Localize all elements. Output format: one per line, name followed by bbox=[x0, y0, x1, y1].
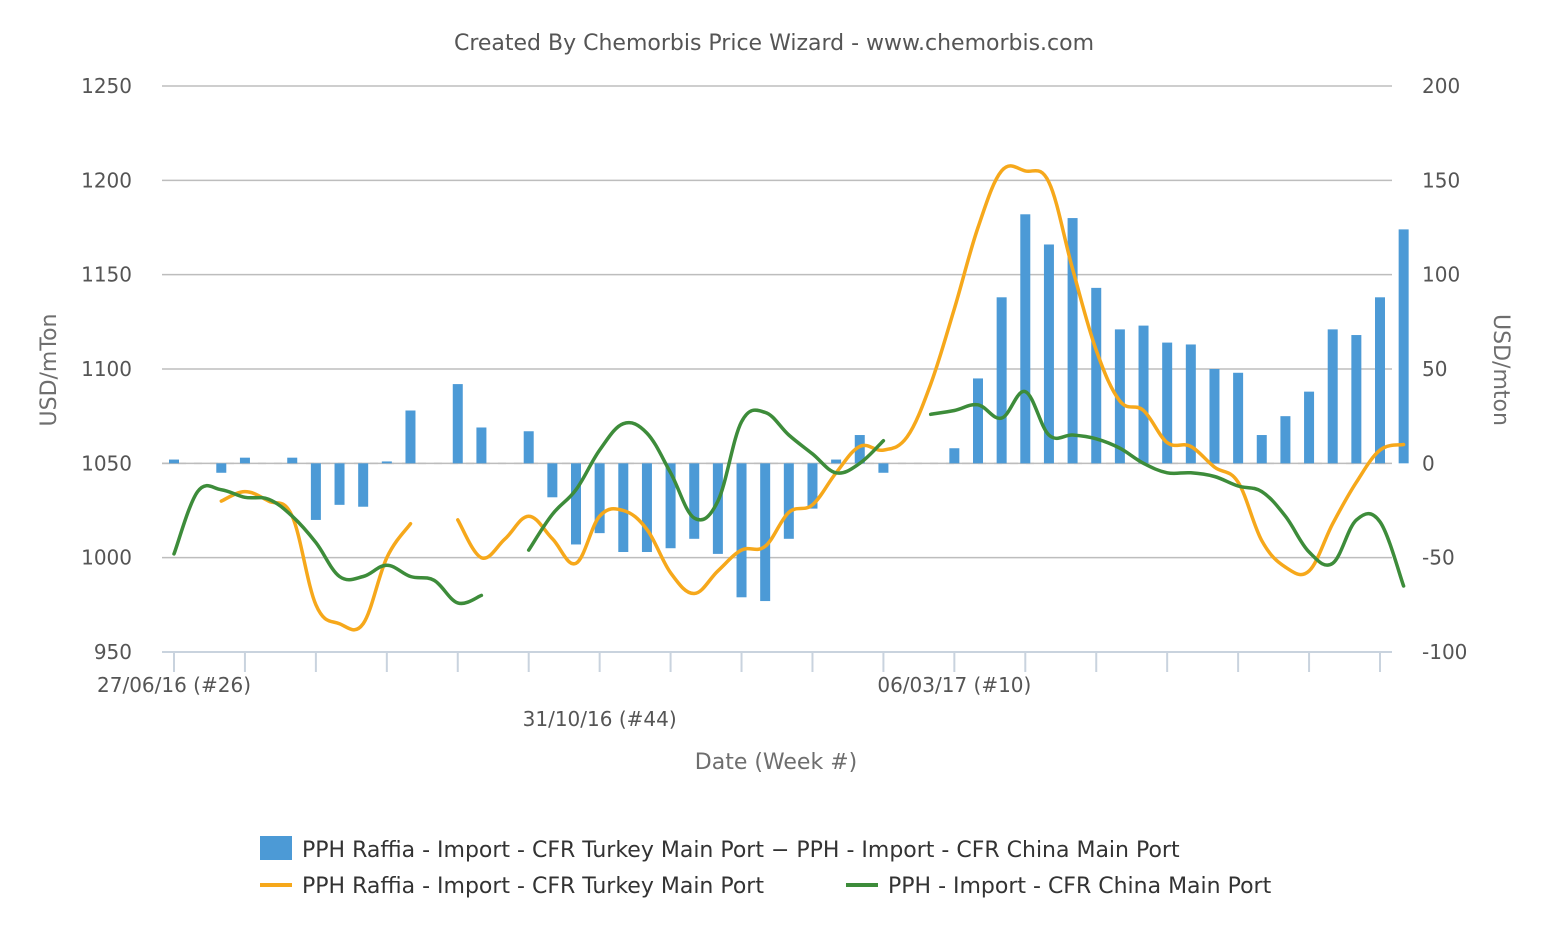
bar bbox=[1067, 218, 1078, 464]
y-left-tick-label: 1150 bbox=[81, 263, 132, 287]
legend: PPH Raffia - Import - CFR Turkey Main Po… bbox=[260, 836, 1272, 899]
x-tick-label: 27/06/16 (#26) bbox=[97, 673, 251, 697]
y-right-tick-label: 50 bbox=[1422, 357, 1447, 381]
bar bbox=[1256, 435, 1267, 464]
y-left-tick-label: 1100 bbox=[81, 357, 132, 381]
bar bbox=[405, 410, 416, 464]
bar bbox=[1233, 372, 1244, 464]
x-axis-title: Date (Week #) bbox=[695, 750, 857, 775]
bar bbox=[996, 297, 1007, 464]
bar bbox=[1375, 297, 1385, 464]
bar bbox=[1185, 344, 1196, 464]
bar bbox=[783, 463, 794, 539]
y-right-tick-label: -50 bbox=[1422, 546, 1455, 570]
bar bbox=[1091, 287, 1102, 464]
bar bbox=[1327, 329, 1338, 464]
bar bbox=[1162, 342, 1173, 464]
bar bbox=[1304, 391, 1315, 464]
chart-title: Created By Chemorbis Price Wizard - www.… bbox=[454, 31, 1094, 56]
bar bbox=[736, 463, 747, 598]
bar bbox=[452, 384, 463, 464]
y-right-tick-label: 200 bbox=[1422, 74, 1460, 98]
bar bbox=[618, 463, 629, 553]
legend-item: PPH - Import - CFR China Main Port bbox=[846, 874, 1272, 899]
y-left-tick-label: 1250 bbox=[81, 74, 132, 98]
legend-item: PPH Raffia - Import - CFR Turkey Main Po… bbox=[260, 836, 1180, 863]
x-tick-label: 06/03/17 (#10) bbox=[877, 673, 1031, 697]
y-left-tick-label: 1050 bbox=[81, 451, 132, 475]
legend-swatch bbox=[260, 836, 292, 860]
bar bbox=[689, 463, 700, 539]
grid-layer bbox=[162, 85, 1392, 653]
bar bbox=[1351, 335, 1362, 464]
y-right-tick-label: 150 bbox=[1422, 168, 1460, 192]
bar bbox=[807, 463, 818, 509]
y-axis-right-title: USD/mton bbox=[1488, 314, 1513, 426]
bar bbox=[334, 463, 345, 505]
bar bbox=[310, 463, 321, 520]
y-left-tick-label: 950 bbox=[94, 640, 132, 664]
bar bbox=[1398, 229, 1409, 464]
bar bbox=[594, 463, 605, 534]
y-left-tick-label: 1200 bbox=[81, 168, 132, 192]
bar bbox=[878, 463, 889, 473]
legend-item: PPH Raffia - Import - CFR Turkey Main Po… bbox=[260, 874, 764, 899]
line-layer bbox=[172, 164, 1406, 632]
series-line bbox=[172, 483, 484, 606]
bar bbox=[169, 459, 179, 464]
y-right-tick-label: -100 bbox=[1422, 640, 1467, 664]
axis-layer: 950 1000 1050 1100 1150 1200 1250 -100 -50 0 50 100… bbox=[81, 74, 1467, 731]
bar bbox=[973, 378, 983, 464]
y-left-tick-label: 1000 bbox=[81, 546, 132, 570]
bar bbox=[381, 461, 392, 464]
bar bbox=[1114, 329, 1125, 464]
bar bbox=[641, 463, 652, 553]
bar-layer bbox=[169, 214, 1409, 602]
series-line bbox=[219, 489, 413, 632]
bar bbox=[216, 463, 227, 473]
bar bbox=[239, 457, 250, 464]
bar bbox=[854, 435, 865, 464]
series-line bbox=[928, 389, 1406, 588]
legend-label: PPH Raffia - Import - CFR Turkey Main Po… bbox=[302, 874, 764, 899]
bar bbox=[760, 463, 771, 602]
bar bbox=[547, 463, 558, 498]
bar bbox=[665, 463, 676, 549]
bar bbox=[949, 448, 960, 464]
bar bbox=[287, 457, 298, 464]
y-right-tick-label: 100 bbox=[1422, 263, 1460, 287]
bar bbox=[1020, 214, 1031, 464]
bar bbox=[523, 431, 534, 464]
bar bbox=[571, 463, 581, 545]
bar bbox=[831, 459, 842, 464]
y-axis-left-title: USD/mTon bbox=[37, 314, 62, 427]
bar bbox=[1043, 244, 1054, 464]
y-right-tick-label: 0 bbox=[1422, 451, 1435, 475]
bar bbox=[1209, 369, 1220, 464]
bar bbox=[358, 463, 369, 507]
bar bbox=[712, 463, 723, 554]
legend-label: PPH Raffia - Import - CFR Turkey Main Po… bbox=[302, 838, 1180, 863]
series-line bbox=[456, 164, 1406, 596]
bar bbox=[476, 427, 487, 464]
x-tick-label: 31/10/16 (#44) bbox=[523, 707, 677, 731]
bar bbox=[1138, 325, 1149, 464]
series-line bbox=[526, 408, 886, 552]
bar bbox=[1280, 416, 1291, 464]
legend-label: PPH - Import - CFR China Main Port bbox=[888, 874, 1272, 899]
